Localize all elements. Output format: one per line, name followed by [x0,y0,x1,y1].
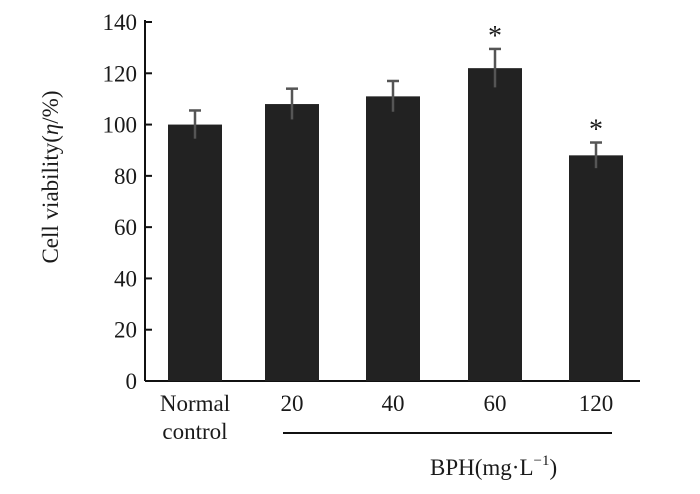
y-tick-label: 100 [103,113,138,138]
y-axis-title: Cell viability(η/%) [38,90,63,263]
x-category-label-4: 120 [579,391,614,416]
y-axis-title-text: Cell viability [38,142,63,263]
y-tick-label: 120 [103,61,138,86]
y-tick-label: 60 [114,215,137,240]
y-axis-title-unit: % [38,98,63,117]
y-axis-title-symbol: η [38,124,63,135]
bar-1 [265,104,319,382]
significance-mark-4: * [589,115,603,146]
bph-group-label-text: BPH(mg·L [430,455,534,480]
bar-2 [366,96,420,381]
y-tick-label: 20 [114,318,137,343]
error-bars [189,47,602,169]
bph-group-label-exponent: −1 [534,453,550,469]
significance-mark-3: * [488,21,502,52]
bar-4 [569,155,623,381]
y-tick-label: 40 [114,266,137,291]
bph-group-label: BPH(mg·L−1) [430,453,557,480]
x-category-label-1: 20 [281,391,304,416]
x-category-label-0: Normal control [160,391,230,444]
bars [168,68,623,382]
bar-0 [168,124,222,382]
x-category-label-3: 60 [484,391,507,416]
y-tick-label: 0 [126,369,138,394]
labels: 0 20 40 60 80 100 120 140 Normal control 20 40 * 60 * 1… [103,10,614,444]
x-category-label-2: 40 [382,391,405,416]
y-tick-label: 140 [103,10,138,35]
y-tick-label: 80 [114,164,137,189]
bar-3 [468,68,522,382]
